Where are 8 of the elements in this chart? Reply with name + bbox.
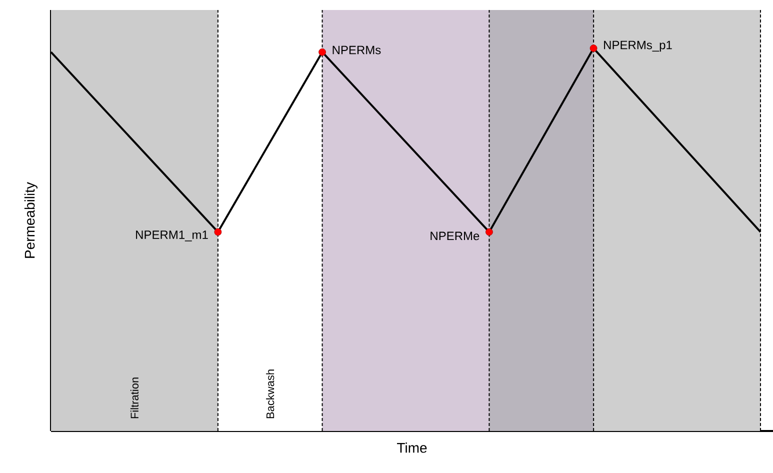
x-axis-title: Time (397, 442, 427, 453)
annotation: NPERMe (430, 232, 480, 240)
annotation: NPERMs (332, 46, 381, 54)
annotation: Backwash (266, 370, 274, 418)
annotation: Filtration (130, 378, 139, 418)
annotation: NPERM1_m1 (136, 230, 208, 242)
y-axis-title: Permeability (24, 182, 38, 258)
annotation: NPERMs_p1 (604, 40, 672, 52)
